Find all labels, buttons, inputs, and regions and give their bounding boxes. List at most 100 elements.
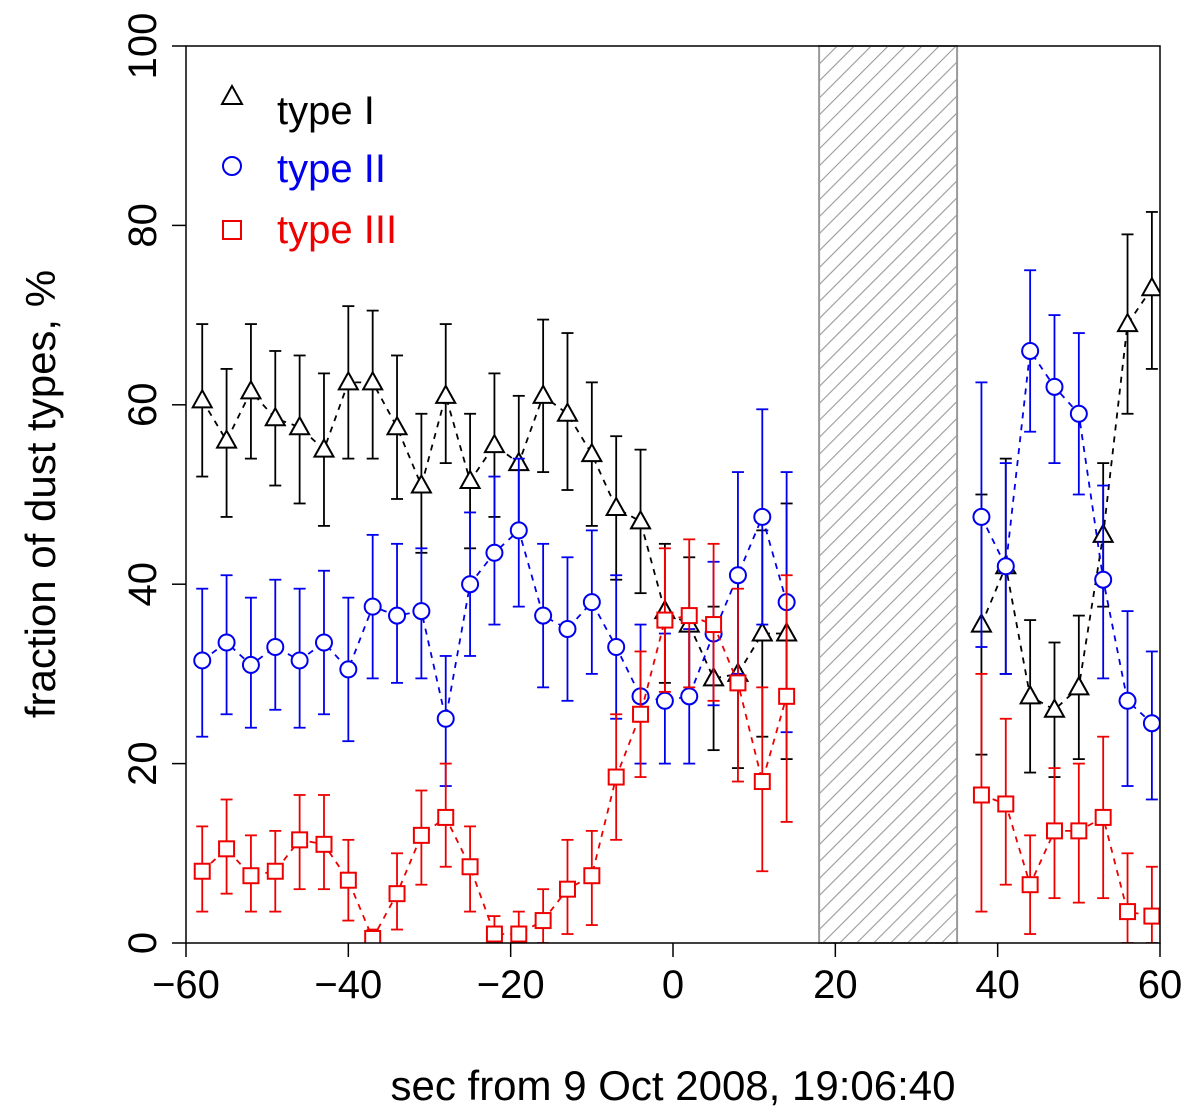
data-point-type-i	[458, 468, 482, 490]
y-tick-label: 60	[121, 383, 165, 428]
data-point-type-ii	[972, 507, 991, 526]
y-tick-label: 80	[121, 203, 165, 248]
x-tick-label: 40	[975, 963, 1020, 1007]
data-point-type-iii	[778, 687, 796, 705]
data-point-type-i	[288, 415, 311, 436]
data-point-type-i	[483, 433, 506, 454]
legend-marker-type-iii	[222, 220, 242, 240]
data-point-type-iii	[412, 826, 430, 844]
data-point-type-iii	[485, 925, 503, 943]
data-point-type-iii	[193, 862, 211, 880]
x-tick-label: 20	[813, 963, 858, 1007]
data-point-type-iii	[632, 705, 650, 723]
series-type-ii	[193, 269, 1160, 801]
data-point-type-i	[215, 428, 238, 449]
data-point-type-iii	[291, 831, 309, 849]
x-tick-label: 0	[662, 963, 684, 1007]
data-point-type-ii	[996, 557, 1015, 576]
data-point-type-ii	[461, 575, 480, 594]
data-point-type-iii	[680, 607, 698, 625]
data-point-type-ii	[363, 597, 382, 616]
data-point-type-i	[361, 370, 384, 391]
data-point-type-ii	[753, 507, 772, 526]
data-point-type-iii	[1143, 907, 1160, 925]
data-point-type-iii	[437, 808, 455, 826]
legend-label-type-ii: type II	[277, 147, 386, 191]
legend-marker-type-ii	[222, 156, 242, 176]
data-point-type-i	[1043, 697, 1066, 718]
x-tick-label: −20	[477, 963, 545, 1007]
x-tick-label: 60	[1138, 963, 1183, 1007]
data-point-type-iii	[753, 773, 771, 791]
data-point-type-ii	[290, 651, 309, 670]
data-point-type-ii	[339, 660, 358, 679]
y-tick-label: 100	[121, 13, 165, 80]
data-point-type-ii	[436, 709, 455, 728]
data-point-type-iii	[1070, 822, 1088, 840]
data-point-type-iii	[1021, 876, 1039, 894]
hatched-gap-band	[818, 45, 959, 944]
data-point-type-iii	[510, 925, 528, 943]
x-tick-label: −60	[152, 963, 220, 1007]
data-point-type-i	[1116, 312, 1139, 333]
x-tick-label: −40	[314, 963, 382, 1007]
data-point-type-iii	[1094, 808, 1112, 826]
data-point-type-iii	[558, 880, 576, 898]
data-point-type-i	[1018, 684, 1042, 705]
data-point-type-ii	[217, 633, 236, 652]
data-point-type-iii	[266, 862, 284, 880]
data-point-type-ii	[607, 637, 626, 656]
legend: type I type II type III	[220, 83, 397, 252]
data-point-type-i	[1140, 276, 1160, 297]
data-point-type-i	[410, 473, 433, 494]
data-point-type-iii	[1119, 903, 1137, 921]
data-point-type-ii	[534, 606, 553, 625]
series-line-type-iii	[201, 614, 788, 941]
series-line-type-i	[980, 287, 1153, 711]
data-point-type-ii	[1069, 404, 1088, 423]
data-point-type-ii	[582, 593, 601, 612]
data-point-type-i	[191, 388, 214, 409]
data-point-type-iii	[534, 912, 552, 930]
data-point-type-i	[385, 415, 409, 436]
data-point-type-ii	[680, 687, 699, 706]
data-point-type-ii	[655, 691, 674, 710]
y-tick-label: 40	[121, 562, 165, 607]
y-tick-label: 0	[121, 932, 165, 954]
error-bar-type-iii	[1145, 865, 1158, 943]
y-axis-title: fraction of dust types, %	[17, 270, 64, 718]
data-point-type-iii	[997, 795, 1015, 813]
data-point-type-ii	[193, 651, 212, 670]
data-point-type-i	[604, 495, 628, 516]
series-type-iii	[193, 538, 1160, 943]
data-point-type-ii	[412, 602, 431, 621]
data-point-type-ii	[241, 655, 260, 674]
data-point-type-ii	[266, 637, 285, 656]
data-point-type-i	[629, 509, 652, 530]
data-point-type-i	[751, 621, 774, 642]
data-point-type-iii	[315, 835, 333, 853]
legend-marker-type-i	[220, 83, 244, 105]
series-layer	[191, 211, 1160, 943]
data-point-type-ii	[1094, 570, 1113, 589]
legend-label-type-i: type I	[277, 89, 375, 133]
data-point-type-i	[337, 370, 360, 391]
axes: −60 −40 −20 0 20 40 60 0 20 40 60 80 100	[121, 13, 1182, 1007]
y-tick-label: 20	[121, 741, 165, 786]
data-point-type-i	[1067, 675, 1091, 696]
series-type-i	[191, 211, 1160, 778]
data-point-type-i	[434, 383, 457, 404]
data-point-type-ii	[485, 543, 504, 562]
data-point-type-i	[556, 401, 579, 422]
data-point-type-iii	[461, 858, 479, 876]
data-point-type-iii	[607, 768, 625, 786]
data-point-type-iii	[729, 674, 747, 692]
data-gap-region	[818, 45, 959, 944]
data-point-type-ii	[558, 620, 577, 639]
data-point-type-iii	[583, 867, 601, 885]
x-axis-title: sec from 9 Oct 2008, 19:06:40	[391, 1062, 956, 1109]
data-point-type-iii	[972, 786, 990, 804]
error-bar-type-iii	[1121, 852, 1134, 943]
data-point-type-ii	[1142, 714, 1160, 733]
